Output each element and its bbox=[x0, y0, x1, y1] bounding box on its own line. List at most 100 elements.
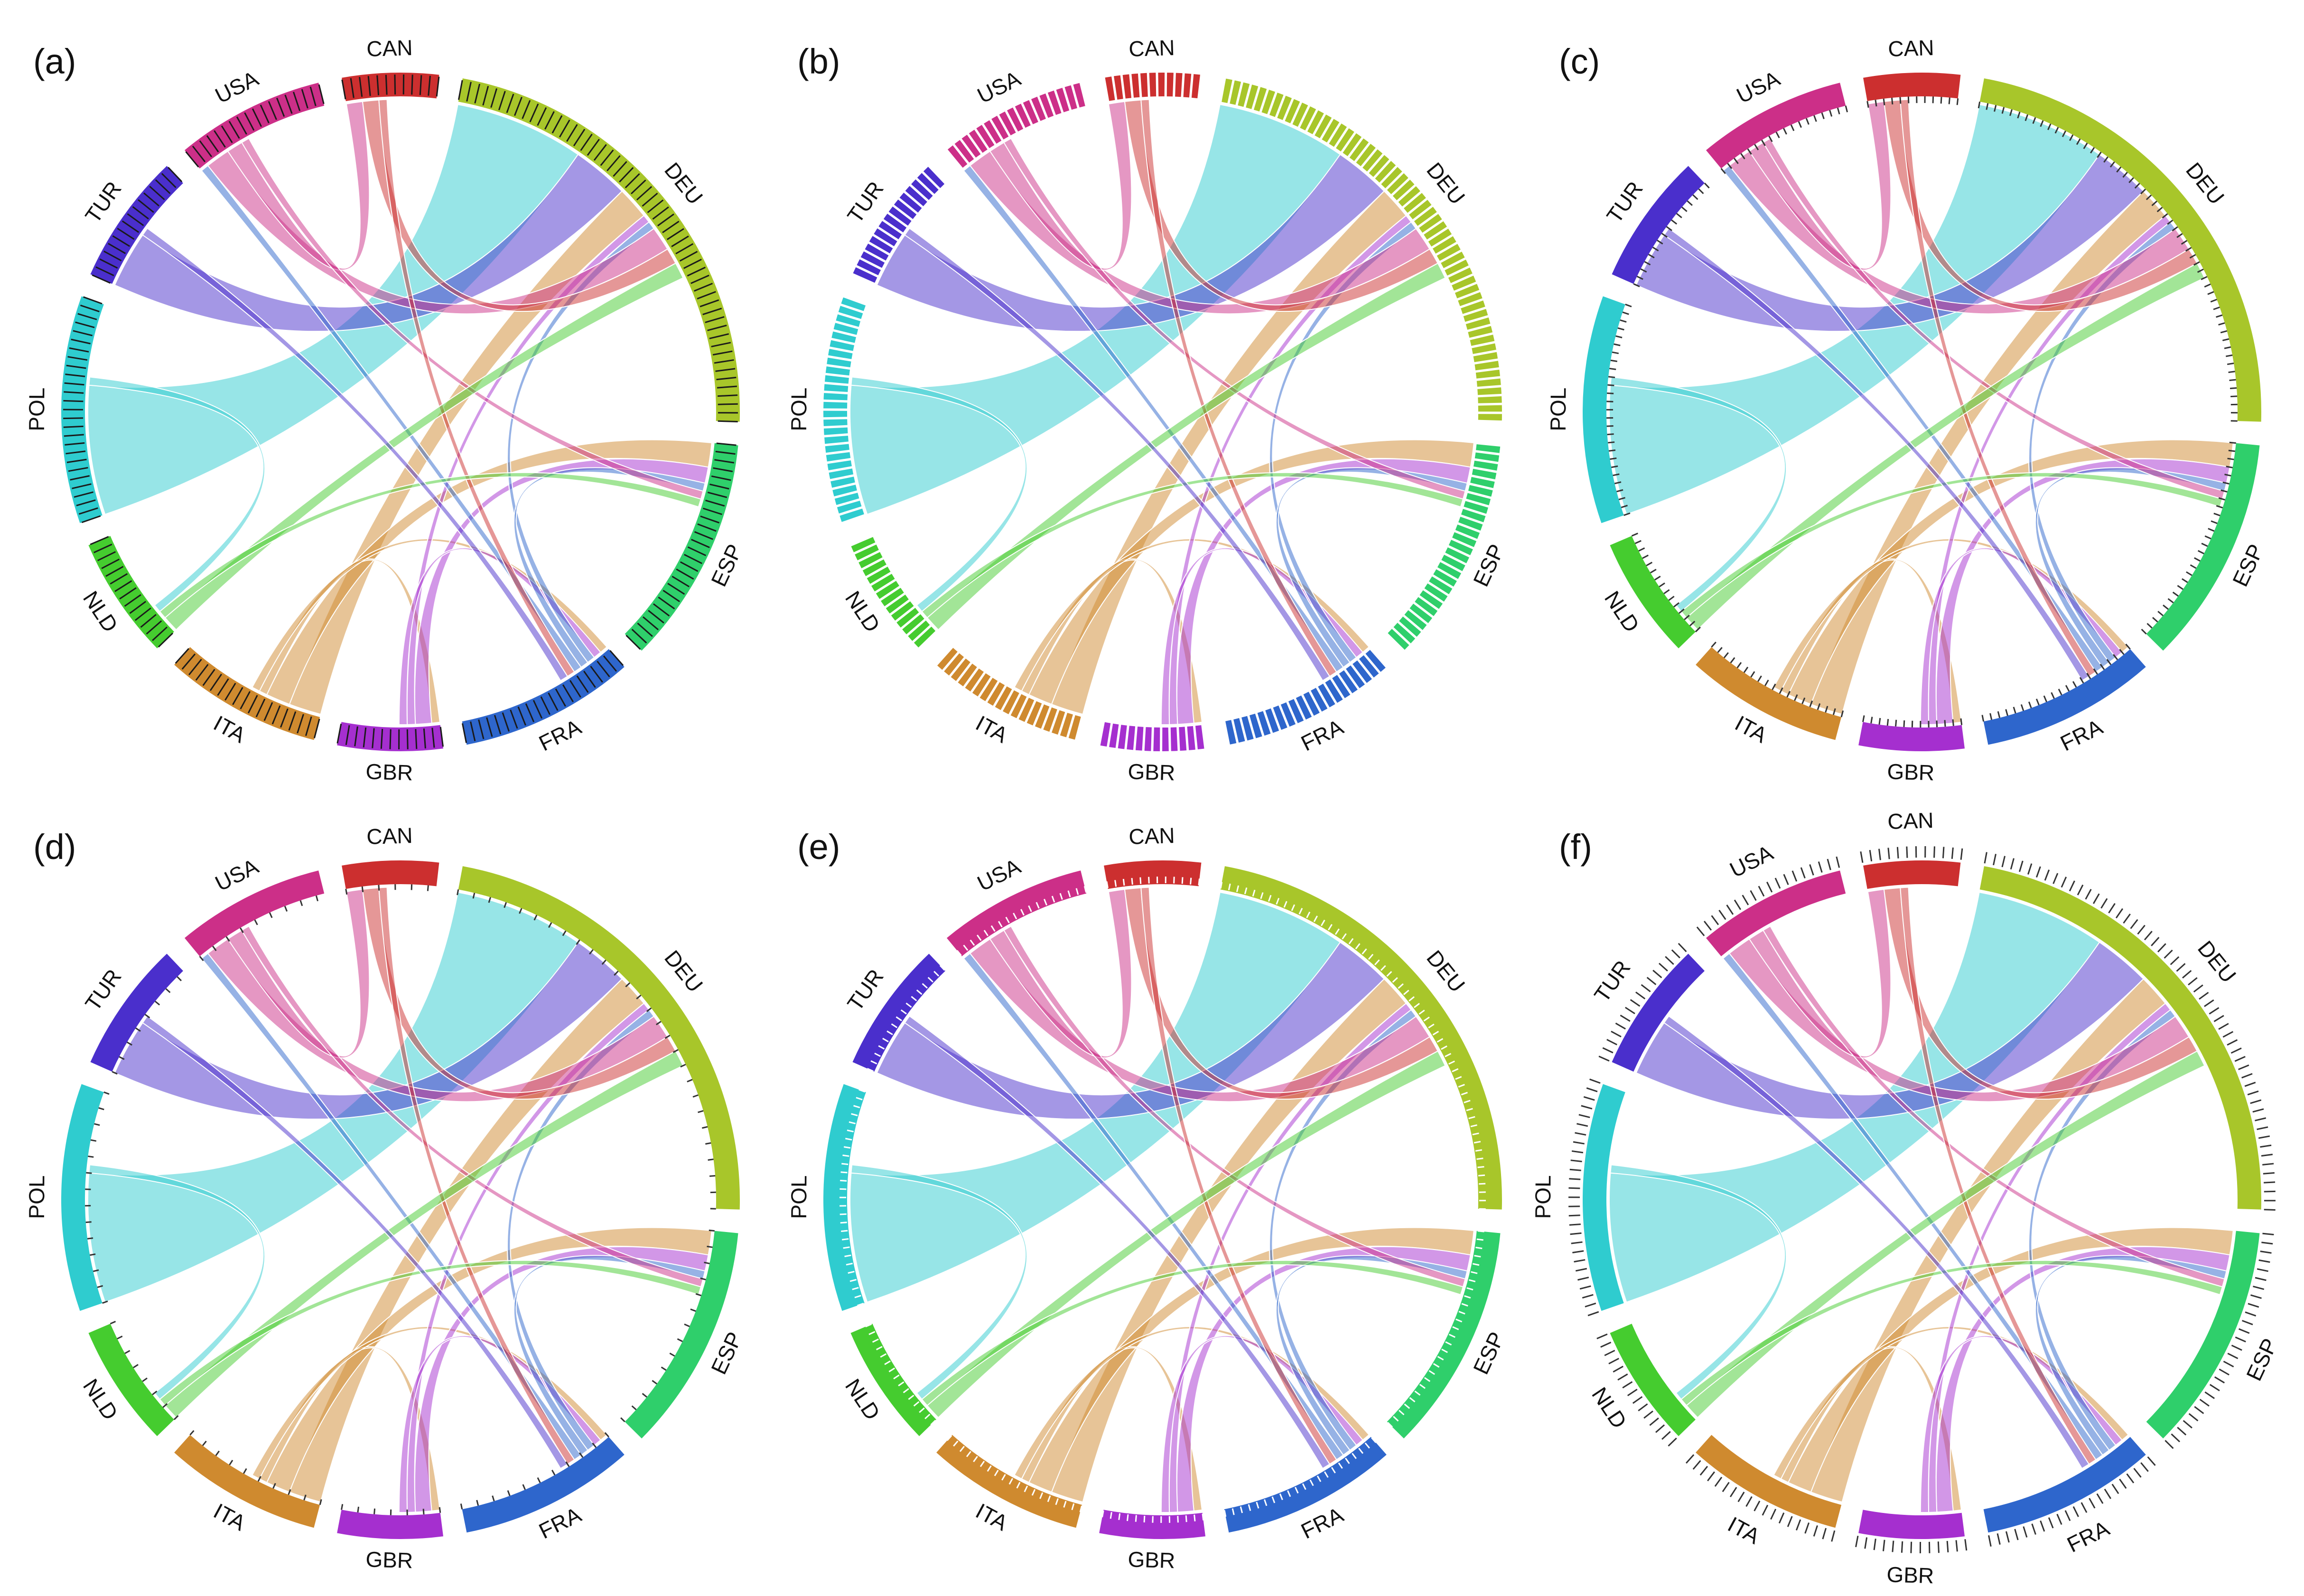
sector-tick bbox=[105, 566, 124, 577]
sector-tick bbox=[2058, 689, 2062, 696]
sector-tick bbox=[1445, 1053, 1452, 1057]
sector-tick bbox=[1424, 1377, 1431, 1382]
sector-tick bbox=[1387, 1422, 1393, 1428]
sector-tick bbox=[1301, 694, 1315, 718]
sector-tick bbox=[1016, 1482, 1021, 1489]
sector-tick bbox=[1869, 849, 1873, 862]
sector-tick bbox=[1455, 1076, 1462, 1080]
sector-tick bbox=[1181, 73, 1185, 98]
sector-arc bbox=[852, 953, 945, 1072]
ribbon-fra-deu bbox=[1269, 1009, 1417, 1451]
sector-tick bbox=[2182, 970, 2192, 979]
sector-tick bbox=[99, 258, 118, 269]
sector-tick bbox=[716, 442, 737, 446]
sector-tick bbox=[2056, 1513, 2062, 1525]
country-label: POL bbox=[1546, 387, 1571, 431]
sector-tick bbox=[2001, 856, 2006, 868]
sector-tick bbox=[872, 1338, 879, 1343]
sector-tick bbox=[1469, 332, 1494, 340]
sector-tick bbox=[1813, 1525, 1818, 1537]
sector-tick bbox=[1120, 74, 1126, 100]
ribbon-fra-esp bbox=[1275, 467, 1468, 668]
sector-tick bbox=[636, 994, 642, 999]
sector-tick bbox=[1627, 1389, 1638, 1397]
sector-tick bbox=[1248, 1504, 1251, 1511]
sector-tick bbox=[202, 669, 215, 686]
sector-tick bbox=[236, 116, 247, 135]
sector-tick bbox=[2216, 314, 2223, 318]
sector-tick bbox=[857, 550, 880, 563]
sector-tick bbox=[161, 173, 177, 188]
sector-tick bbox=[1326, 121, 1342, 144]
sector-tick bbox=[714, 359, 734, 364]
sector-tick bbox=[1268, 895, 1272, 902]
sector-tick bbox=[158, 632, 174, 648]
sector-tick bbox=[702, 308, 722, 316]
sector-tick bbox=[1878, 718, 1881, 725]
sector-tick bbox=[1886, 719, 1889, 726]
sector-tick bbox=[1079, 82, 1088, 107]
ribbon-gbr-fra bbox=[1160, 1335, 1364, 1513]
sector-tick bbox=[2093, 893, 2100, 904]
sector-tick bbox=[1397, 620, 1418, 639]
sector-tick bbox=[1960, 848, 1963, 860]
sector-tick bbox=[2211, 520, 2218, 524]
sector-tick bbox=[293, 92, 301, 112]
sector-tick bbox=[127, 213, 144, 226]
sector-tick bbox=[2194, 557, 2201, 562]
sector-tick bbox=[2130, 919, 2138, 929]
sector-tick bbox=[562, 930, 567, 936]
sector-tick bbox=[199, 140, 213, 158]
sector-tick bbox=[2229, 441, 2236, 444]
sector-tick bbox=[232, 687, 243, 705]
sector-tick bbox=[466, 82, 472, 102]
sector-tick bbox=[712, 350, 733, 356]
sector-tick bbox=[1471, 341, 1496, 348]
sector-tick bbox=[711, 342, 731, 347]
sector-tick bbox=[2103, 156, 2108, 163]
sector-tick bbox=[288, 711, 297, 731]
sector-tick bbox=[2228, 449, 2235, 452]
sector-tick bbox=[1418, 595, 1439, 611]
sector-tick bbox=[1439, 249, 1463, 263]
sector-tick bbox=[1757, 675, 1762, 682]
sector-tick bbox=[2197, 268, 2204, 273]
sector-tick bbox=[217, 678, 229, 696]
sector-tick bbox=[1791, 870, 1798, 882]
sector-tick bbox=[1126, 1514, 1129, 1521]
sector-tick bbox=[1298, 908, 1303, 915]
sector-tick bbox=[2146, 623, 2153, 629]
sector-tick bbox=[195, 664, 209, 681]
sector-tick bbox=[1294, 1487, 1299, 1494]
chord-panel: (b) CAN DEU ESP FRA GBR ITA NLD POL TUR USA bbox=[786, 35, 1509, 785]
sector-tick bbox=[1620, 319, 1627, 323]
country-label: CAN bbox=[1887, 808, 1934, 834]
sector-tick bbox=[921, 171, 941, 190]
sector-tick bbox=[1575, 1132, 1586, 1136]
sector-tick bbox=[284, 905, 288, 912]
sector-tick bbox=[675, 243, 694, 254]
sector-tick bbox=[1613, 473, 1620, 476]
ribbon-ita-esp bbox=[1787, 1227, 2234, 1493]
sector-tick bbox=[1451, 537, 1474, 550]
sector-tick bbox=[1106, 881, 1109, 888]
sector-tick bbox=[705, 499, 725, 507]
sector-tick bbox=[592, 1442, 597, 1448]
sector-tick bbox=[1476, 376, 1501, 381]
sector-tick bbox=[646, 1007, 652, 1012]
sector-tick bbox=[1327, 924, 1333, 931]
sector-tick bbox=[1151, 727, 1154, 752]
sector-tick bbox=[1783, 874, 1789, 885]
sector-tick bbox=[1577, 1277, 1589, 1281]
sector-tick bbox=[711, 475, 731, 481]
sector-tick bbox=[858, 1089, 866, 1093]
sector-tick bbox=[2224, 474, 2231, 476]
sector-tick bbox=[1798, 121, 1802, 128]
sector-tick bbox=[1608, 449, 1616, 452]
sector-tick bbox=[1654, 576, 1661, 581]
sector-tick bbox=[2133, 1468, 2142, 1478]
ribbon-can-deu bbox=[1124, 99, 1439, 312]
sector-tick bbox=[1862, 715, 1865, 722]
sector-tick bbox=[976, 934, 982, 941]
sector-tick bbox=[879, 585, 901, 601]
